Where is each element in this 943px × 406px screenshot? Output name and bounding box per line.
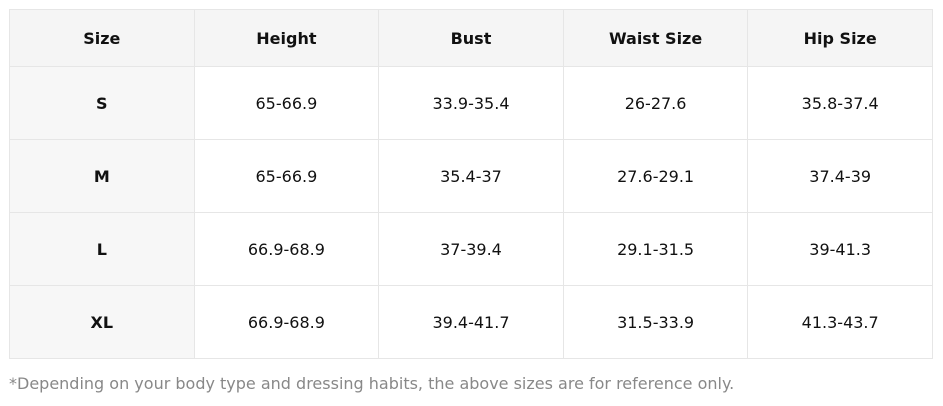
table-cell: 65-66.9 xyxy=(193,139,380,213)
table-cell: 35.8-37.4 xyxy=(747,66,933,140)
size-cell: L xyxy=(9,212,195,286)
table-cell: 37.4-39 xyxy=(747,139,933,213)
table-cell: 66.9-68.9 xyxy=(193,285,380,359)
table-row: S 65-66.9 33.9-35.4 26-27.6 35.8-37.4 xyxy=(9,66,933,140)
table-cell: 41.3-43.7 xyxy=(747,285,933,359)
header-cell: Height xyxy=(193,9,380,67)
table-cell: 31.5-33.9 xyxy=(562,285,749,359)
header-row: Size Height Bust Waist Size Hip Size xyxy=(9,9,933,67)
table-row: L 66.9-68.9 37-39.4 29.1-31.5 39-41.3 xyxy=(9,212,933,286)
table-cell: 29.1-31.5 xyxy=(562,212,749,286)
table-body: S 65-66.9 33.9-35.4 26-27.6 35.8-37.4 M 65-66.… xyxy=(9,66,933,359)
table-cell: 37-39.4 xyxy=(378,212,564,286)
table-row: M 65-66.9 35.4-37 27.6-29.1 37.4-39 xyxy=(9,139,933,213)
table-cell: 39-41.3 xyxy=(747,212,933,286)
table-cell: 65-66.9 xyxy=(193,66,380,140)
table-cell: 39.4-41.7 xyxy=(378,285,564,359)
table-row: XL 66.9-68.9 39.4-41.7 31.5-33.9 41.3-43.7 xyxy=(9,285,933,359)
header-cell: Waist Size xyxy=(562,9,749,67)
table-cell: 27.6-29.1 xyxy=(562,139,749,213)
size-cell: XL xyxy=(9,285,195,359)
table-cell: 26-27.6 xyxy=(562,66,749,140)
size-cell: M xyxy=(9,139,195,213)
table-cell: 66.9-68.9 xyxy=(193,212,380,286)
table-cell: 33.9-35.4 xyxy=(378,66,564,140)
header-cell: Hip Size xyxy=(747,9,933,67)
size-table: Size Height Bust Waist Size Hip Size S 65-66.… xyxy=(9,9,933,359)
table-cell: 35.4-37 xyxy=(378,139,564,213)
header-cell: Bust xyxy=(378,9,564,67)
size-cell: S xyxy=(9,66,195,140)
footnote: *Depending on your body type and dressin… xyxy=(9,374,735,393)
header-cell: Size xyxy=(9,9,195,67)
